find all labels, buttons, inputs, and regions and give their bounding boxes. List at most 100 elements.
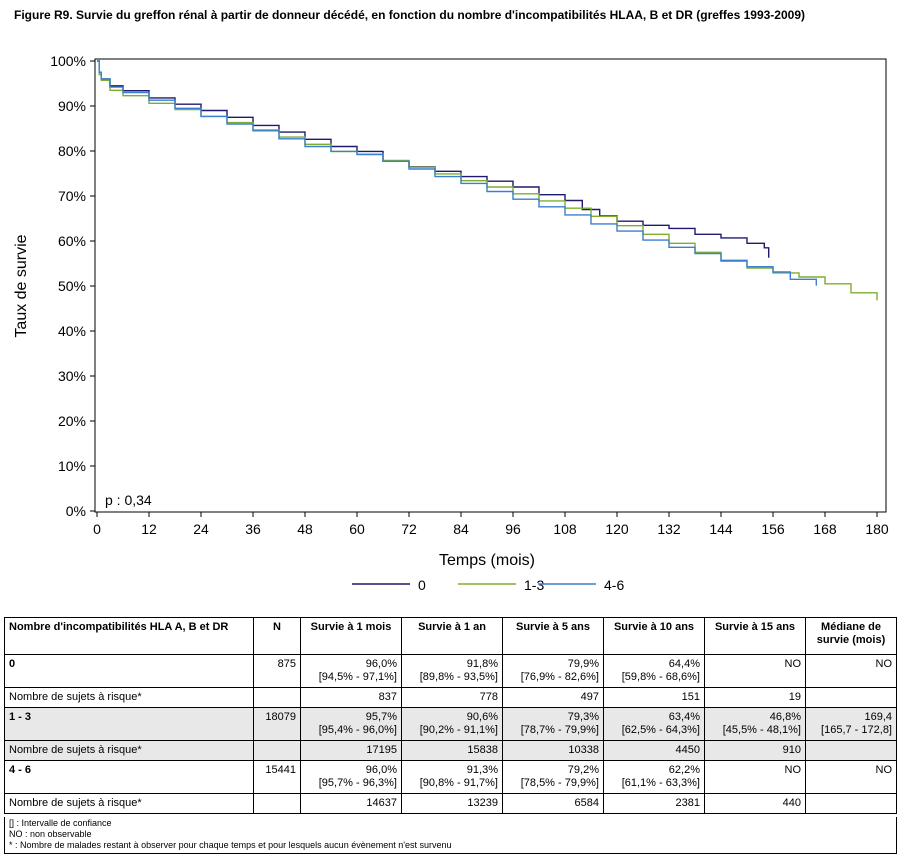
x-tick-label: 168 [813, 521, 837, 537]
survival-cell: 79,9% [76,9% - 82,6%] [502, 654, 604, 688]
risk-count: 440 [704, 793, 806, 814]
risk-count: 14637 [300, 793, 402, 814]
risk-count: 151 [603, 687, 705, 708]
y-tick-label: 90% [58, 98, 86, 114]
survival-cell: 96,0% [95,7% - 96,3%] [300, 760, 402, 794]
risk-row: Nombre de sujets à risque* 17195 15838 1033… [4, 740, 897, 761]
x-tick-label: 84 [453, 521, 469, 537]
confidence-interval: [45,5% - 48,1%] [722, 724, 801, 736]
survival-value: NO [784, 658, 802, 670]
survival-cell: NO [805, 654, 897, 688]
survival-cell: 64,4% [59,8% - 68,6%] [603, 654, 705, 688]
figure-title: Figure R9. Survie du greffon rénal à par… [14, 8, 805, 22]
series-line-0 [97, 60, 770, 258]
risk-label: Nombre de sujets à risque* [4, 740, 254, 761]
legend-label: 1-3 [524, 577, 544, 593]
confidence-interval: [61,1% - 63,3%] [621, 777, 700, 789]
risk-count: 17195 [300, 740, 402, 761]
survival-table: Nombre d'incompatibilités HLA A, B et DR… [4, 617, 897, 814]
y-tick-label: 60% [58, 233, 86, 249]
group-n: 15441 [253, 760, 301, 794]
survival-value: 62,2% [668, 764, 700, 776]
y-tick-label: 20% [58, 413, 86, 429]
legend-label: 0 [418, 577, 426, 593]
confidence-interval: [78,7% - 79,9%] [520, 724, 599, 736]
group-label: 0 [4, 654, 254, 688]
header-cell: Survie à 1 mois [300, 617, 402, 655]
confidence-interval: [76,9% - 82,6%] [520, 671, 599, 683]
group-n: 18079 [253, 707, 301, 741]
survival-value: 63,4% [668, 711, 700, 723]
survival-cell: 95,7% [95,4% - 96,0%] [300, 707, 402, 741]
risk-count: 19 [704, 687, 806, 708]
survival-cell: 79,3% [78,7% - 79,9%] [502, 707, 604, 741]
group-n: 875 [253, 654, 301, 688]
confidence-interval: [89,8% - 93,5%] [419, 671, 498, 683]
confidence-interval: [59,8% - 68,6%] [621, 671, 700, 683]
survival-cell: 91,8% [89,8% - 93,5%] [401, 654, 503, 688]
survival-value: 96,0% [365, 658, 397, 670]
x-tick-label: 0 [93, 521, 101, 537]
survival-value: NO [875, 764, 893, 776]
header-cell: Survie à 5 ans [502, 617, 604, 655]
survival-value: 46,8% [769, 711, 801, 723]
x-tick-label: 48 [297, 521, 313, 537]
y-tick-label: 70% [58, 188, 86, 204]
y-axis-label: Taux de survie [13, 234, 30, 337]
note-line: NO : non observable [9, 829, 92, 839]
x-tick-label: 108 [553, 521, 577, 537]
header-cell: Nombre d'incompatibilités HLA A, B et DR [4, 617, 254, 655]
x-tick-label: 12 [141, 521, 157, 537]
confidence-interval: [90,8% - 91,7%] [419, 777, 498, 789]
risk-row: Nombre de sujets à risque* 14637 13239 6584… [4, 793, 897, 814]
x-tick-label: 36 [245, 521, 261, 537]
table-row: 0 875 96,0% [94,5% - 97,1%] 91,8% [89,8% - 93… [4, 654, 897, 688]
series-line-4-6 [97, 60, 817, 286]
empty-cell [253, 740, 301, 761]
survival-value: 90,6% [466, 711, 498, 723]
header-cell: Survie à 1 an [401, 617, 503, 655]
x-tick-label: 156 [761, 521, 785, 537]
table-row: 1 - 3 18079 95,7% [95,4% - 96,0%] 90,6% [90,2… [4, 707, 897, 741]
survival-cell: NO [704, 760, 806, 794]
risk-count: 778 [401, 687, 503, 708]
risk-count [805, 793, 897, 814]
table-notes: [] : Intervalle de confiance NO : non ob… [4, 817, 897, 854]
risk-count: 910 [704, 740, 806, 761]
risk-count [805, 740, 897, 761]
survival-cell: 91,3% [90,8% - 91,7%] [401, 760, 503, 794]
survival-value: 91,8% [466, 658, 498, 670]
risk-count: 13239 [401, 793, 503, 814]
survival-value: 91,3% [466, 764, 498, 776]
survival-value: 95,7% [365, 711, 397, 723]
x-axis-label: Temps (mois) [439, 552, 535, 569]
empty-cell [253, 793, 301, 814]
survival-cell: 90,6% [90,2% - 91,1%] [401, 707, 503, 741]
risk-count: 4450 [603, 740, 705, 761]
note-line: [] : Intervalle de confiance [9, 818, 112, 828]
risk-row: Nombre de sujets à risque* 837 778 497 151 19 [4, 687, 897, 708]
risk-label: Nombre de sujets à risque* [4, 687, 254, 708]
series-line-1-3 [97, 60, 878, 301]
x-tick-label: 96 [505, 521, 521, 537]
survival-cell: 63,4% [62,5% - 64,3%] [603, 707, 705, 741]
survival-cell: NO [805, 760, 897, 794]
survival-cell: 96,0% [94,5% - 97,1%] [300, 654, 402, 688]
survival-value: 79,9% [567, 658, 599, 670]
y-tick-label: 40% [58, 323, 86, 339]
survival-cell: 46,8% [45,5% - 48,1%] [704, 707, 806, 741]
x-tick-label: 132 [657, 521, 681, 537]
survival-value: 64,4% [668, 658, 700, 670]
x-tick-label: 144 [709, 521, 733, 537]
confidence-interval: [90,2% - 91,1%] [419, 724, 498, 736]
survival-cell: 169,4 [165,7 - 172,8] [805, 707, 897, 741]
confidence-interval: [78,5% - 79,9%] [520, 777, 599, 789]
y-tick-label: 100% [50, 53, 86, 69]
confidence-interval: [95,7% - 96,3%] [318, 777, 397, 789]
header-cell: N [253, 617, 301, 655]
table-header-row: Nombre d'incompatibilités HLA A, B et DR… [4, 617, 897, 655]
risk-count: 497 [502, 687, 604, 708]
x-tick-label: 180 [865, 521, 889, 537]
confidence-interval: [165,7 - 172,8] [821, 724, 892, 736]
risk-count: 10338 [502, 740, 604, 761]
